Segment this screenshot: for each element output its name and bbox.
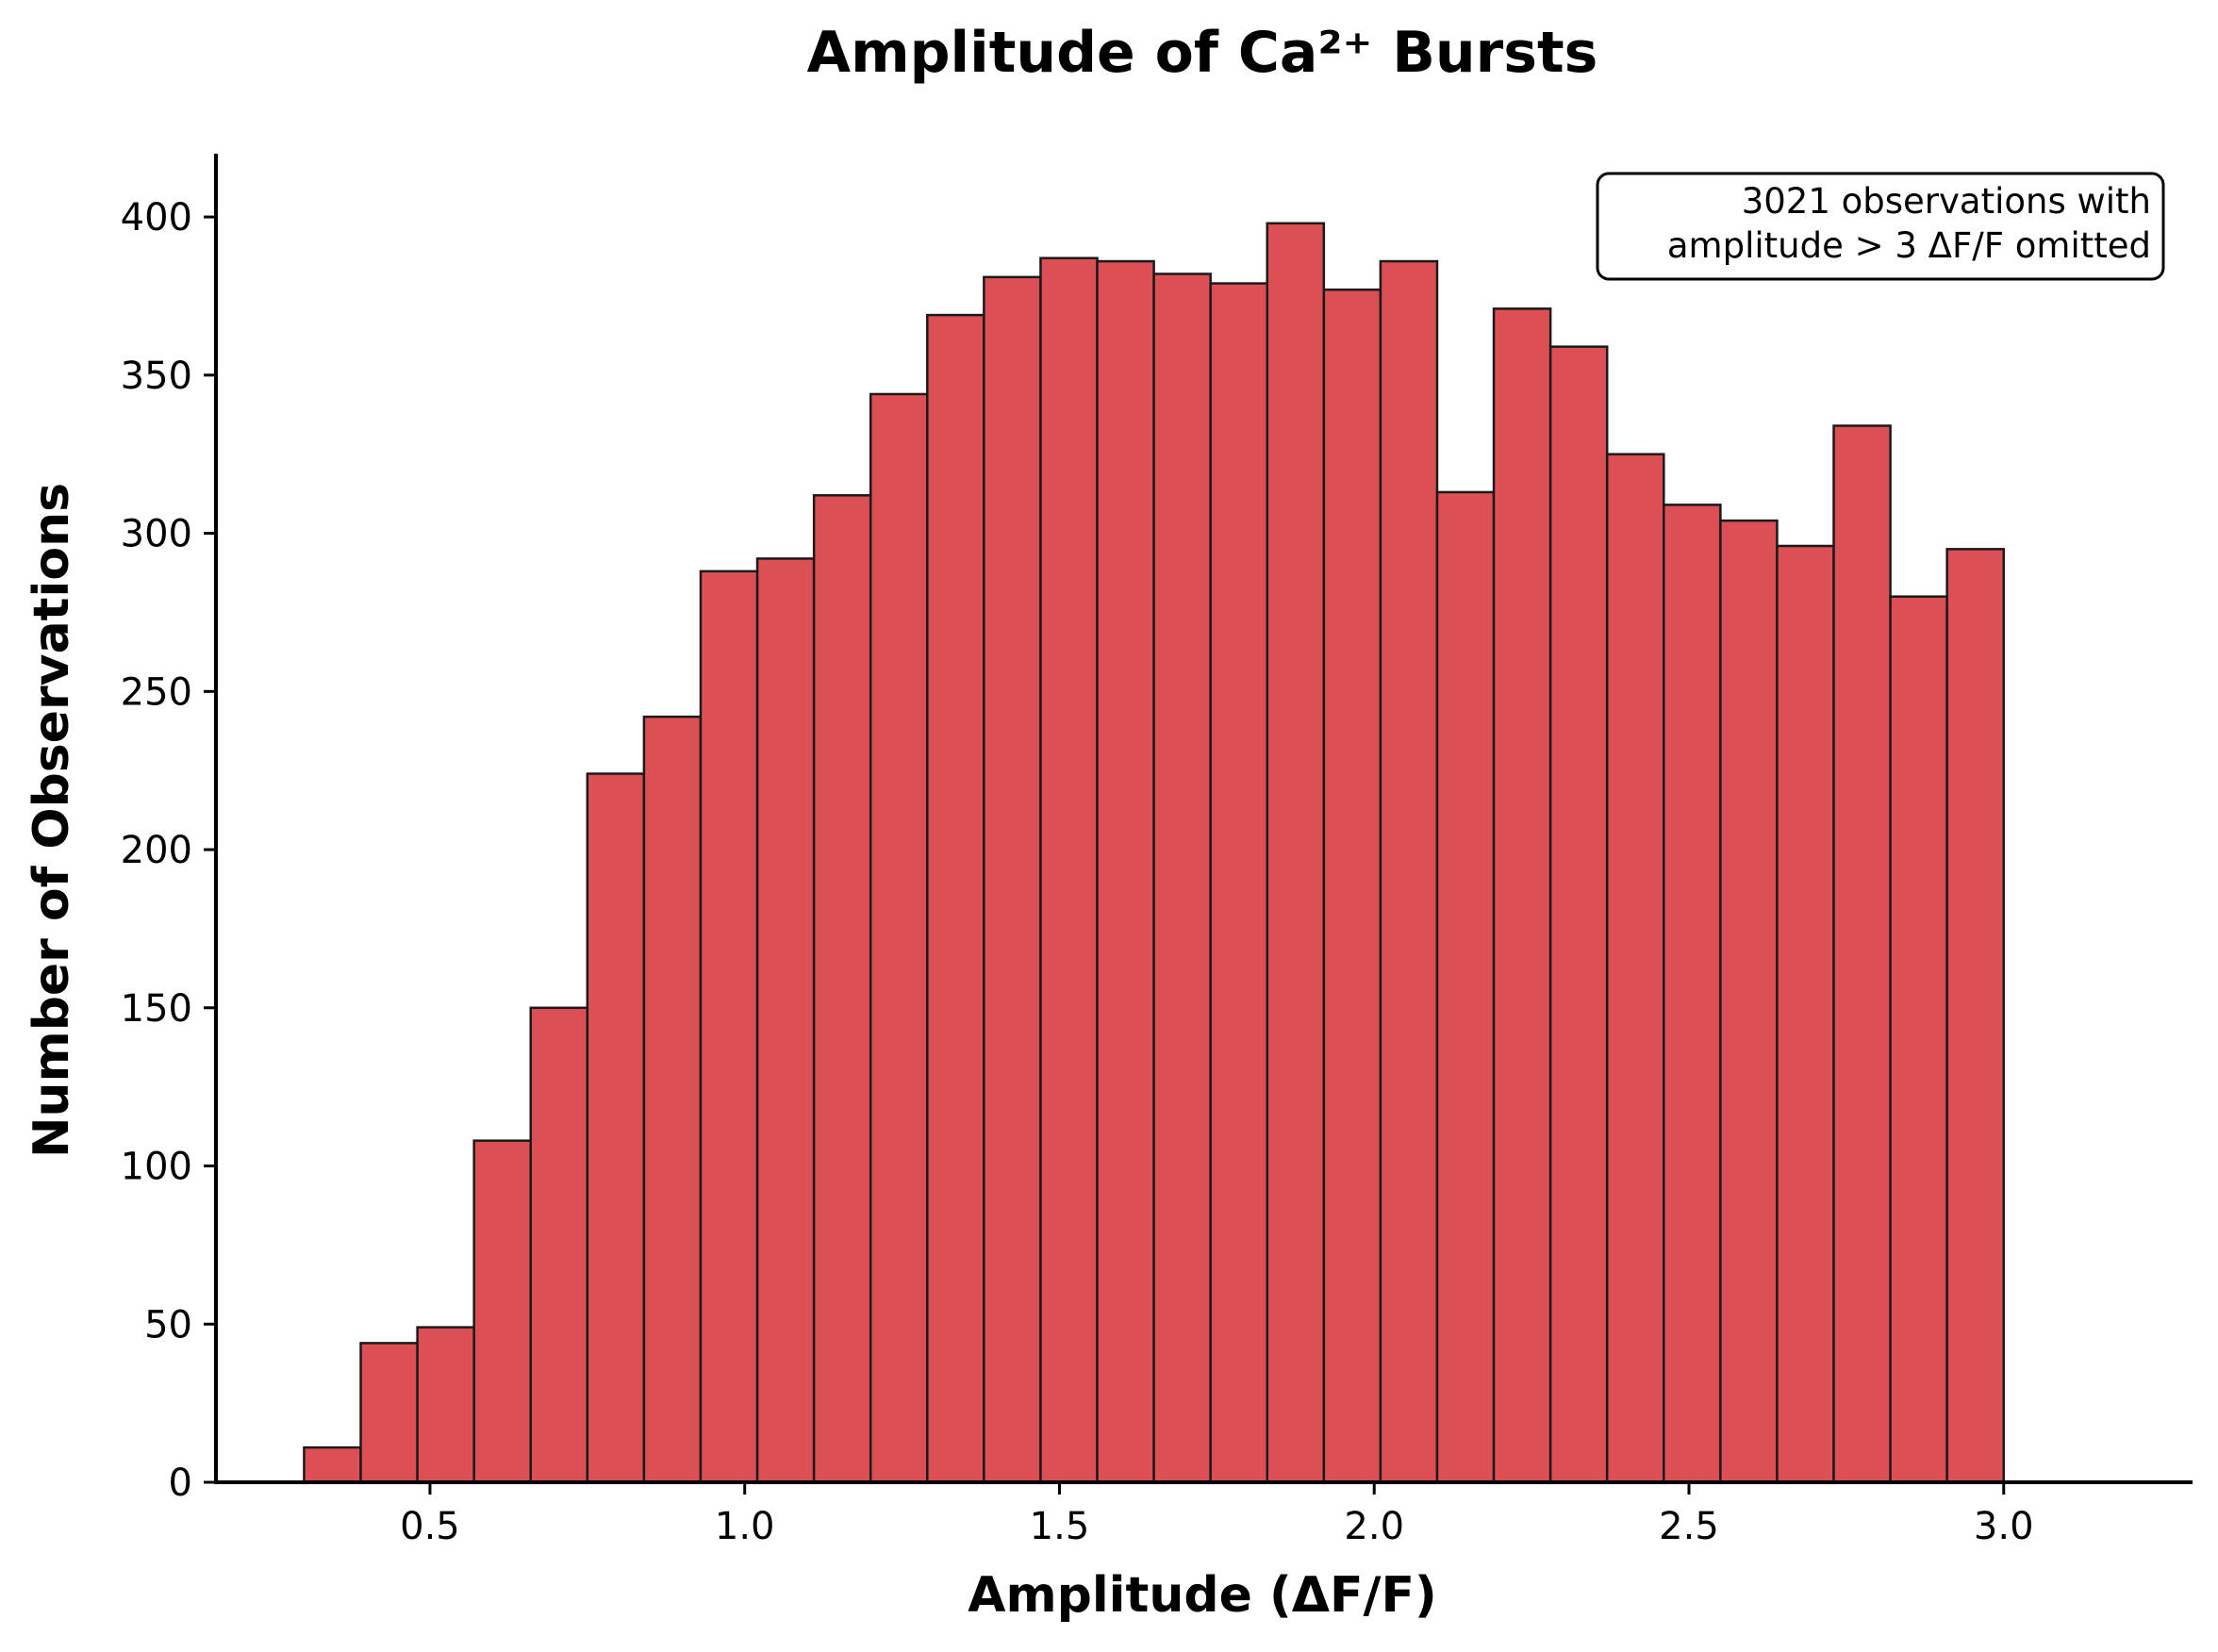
y-tick-label: 350: [121, 355, 192, 398]
histogram-bar: [926, 313, 985, 1484]
x-tick-label: 1.5: [1030, 1505, 1090, 1548]
histogram-bar: [1152, 273, 1212, 1484]
omitted-note-line-2: amplitude > 3 ΔF/F omitted: [1667, 225, 2151, 266]
y-tick-label: 100: [121, 1146, 192, 1189]
histogram-bar: [755, 557, 816, 1484]
y-ticks-group: 0 50 100 150 200 250 300 350 400: [121, 196, 216, 1505]
x-tick-label: 1.0: [715, 1505, 775, 1548]
x-tick-label: 2.5: [1659, 1505, 1719, 1548]
histogram-bar: [1039, 256, 1099, 1484]
x-tick-label: 3.0: [1974, 1505, 2034, 1548]
histogram-bar: [1605, 453, 1665, 1484]
y-tick-label: 200: [121, 829, 192, 872]
omitted-note-frame: [1596, 172, 2165, 281]
chart-title: Amplitude of Ca²⁺ Bursts: [807, 20, 1598, 86]
bars-group: [303, 222, 2005, 1484]
histogram-bar: [699, 570, 759, 1484]
histogram-bar: [1945, 548, 2005, 1484]
histogram-bar: [303, 1446, 362, 1484]
histogram-bar: [1266, 222, 1326, 1484]
omitted-note: 3021 observations with amplitude > 3 ΔF/…: [1596, 172, 2165, 281]
histogram-bar: [1719, 519, 1779, 1484]
histogram-bar: [812, 494, 872, 1484]
y-tick-label: 250: [121, 670, 192, 714]
histogram-bar: [416, 1326, 475, 1484]
y-tick-label: 150: [121, 987, 192, 1031]
histogram-bar: [1322, 289, 1382, 1484]
histogram-bar: [472, 1139, 533, 1484]
histogram-bar: [1209, 282, 1269, 1484]
x-tick-label: 2.0: [1344, 1505, 1404, 1548]
histogram-bar: [869, 392, 929, 1484]
histogram-bar: [1663, 504, 1722, 1484]
histogram-bar: [1832, 424, 1892, 1484]
histogram-bar: [529, 1006, 589, 1484]
y-tick-label: 50: [144, 1303, 192, 1346]
y-tick-label: 400: [121, 196, 192, 240]
histogram-bar: [1379, 259, 1439, 1484]
omitted-note-line-1: 3021 observations with: [1742, 181, 2151, 222]
histogram-bar: [1776, 544, 1835, 1484]
histogram-bar: [1548, 345, 1609, 1484]
histogram-bar: [1492, 307, 1552, 1484]
x-tick-label: 0.5: [400, 1505, 460, 1548]
y-axis-label: Number of Observations: [24, 483, 80, 1158]
x-axis-label: Amplitude (ΔF/F): [968, 1567, 1437, 1624]
x-ticks-group: 0.5 1.0 1.5 2.0 2.5 3.0: [400, 1482, 2034, 1548]
histogram-bar: [642, 715, 703, 1484]
histogram-bar: [1889, 595, 1948, 1484]
histogram-bar: [983, 275, 1042, 1484]
histogram-bar: [1096, 259, 1155, 1484]
histogram-bar: [359, 1342, 419, 1484]
histogram-bar: [1435, 490, 1496, 1484]
y-tick-label: 300: [121, 513, 192, 556]
y-tick-label: 0: [169, 1462, 192, 1505]
histogram-bar: [586, 772, 646, 1484]
